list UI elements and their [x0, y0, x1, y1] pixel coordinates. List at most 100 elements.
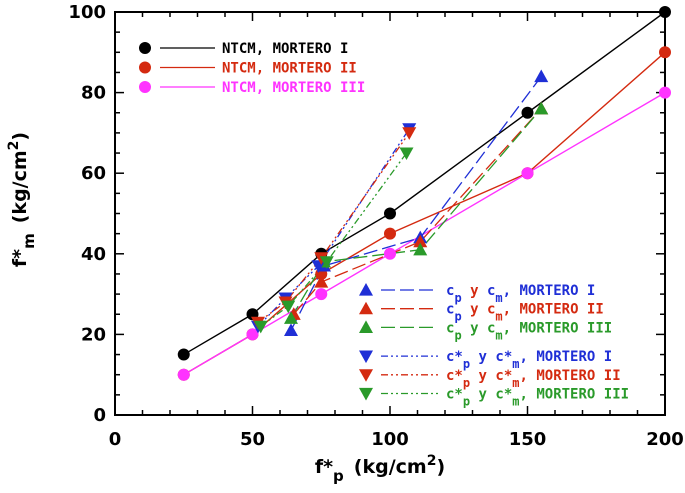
legend-label-part: p	[463, 357, 470, 371]
legend-label-part: c*	[446, 387, 463, 403]
legend-label-part: c*	[495, 368, 512, 384]
series-line-4	[290, 76, 542, 331]
series-3-point	[521, 167, 534, 180]
x-tick-label: 0	[109, 429, 122, 450]
legend-label: c*p y c*m, MORTERO II	[446, 368, 621, 390]
legend-label-part: y	[470, 368, 495, 384]
legend: NTCM, MORTERO I NTCM, MORTERO II NTCM, MOR…	[139, 41, 629, 409]
series-line-3	[183, 91, 666, 376]
legend-label-part: m	[512, 376, 519, 390]
x-label-unit: (kg/cm	[354, 456, 427, 478]
y-tick-label: 0	[93, 405, 106, 426]
legend-item: cp y cm, MORTERO I	[359, 283, 595, 305]
legend-marker	[359, 320, 373, 333]
legend-item: NTCM, MORTERO II	[139, 61, 357, 77]
series-line-9	[260, 152, 408, 327]
series-1-point	[384, 207, 396, 220]
legend-label-part: NTCM, MORTERO II	[222, 61, 357, 77]
legend-label: NTCM, MORTERO II	[222, 61, 357, 77]
legend-label-part: c*	[495, 349, 512, 365]
legend-label-part: c	[487, 283, 495, 299]
y-label-sup: 2	[6, 141, 22, 151]
y-tick-label: 40	[81, 244, 106, 265]
legend-label-part: , MORTERO III	[503, 320, 613, 336]
legend-label-part: c*	[495, 387, 512, 403]
legend-item: c*p y c*m, MORTERO I	[359, 349, 612, 371]
series-1-point	[521, 106, 534, 119]
series-9-point	[399, 147, 414, 161]
series-9-point	[281, 300, 296, 314]
legend-marker	[359, 350, 373, 364]
legend-marker	[359, 283, 373, 296]
legend-label: cp y cm, MORTERO I	[446, 283, 595, 305]
y-tick-label: 80	[81, 83, 106, 104]
series-1-point	[659, 6, 671, 18]
legend-label-part: c	[446, 283, 454, 299]
series-3-point	[177, 368, 190, 381]
series-4-point	[534, 69, 549, 83]
legend-label-part: y	[462, 302, 487, 318]
legend-label: NTCM, MORTERO III	[222, 80, 365, 96]
legend-marker	[139, 61, 151, 74]
legend-marker	[359, 301, 373, 315]
x-tick-label: 200	[646, 429, 684, 450]
y-axis-label: f*m (kg/cm2)	[6, 132, 38, 267]
x-tick-label: 100	[371, 429, 409, 450]
axis-ticks	[114, 11, 666, 416]
legend-label-part: p	[454, 328, 461, 342]
series-line-6	[290, 108, 542, 319]
series-3-point	[384, 247, 396, 260]
legend-label-part: c	[446, 320, 454, 336]
x-axis-label: f*p (kg/cm2)	[315, 453, 445, 485]
legend-group-1: NTCM, MORTERO I NTCM, MORTERO II NTCM, MOR…	[139, 41, 365, 96]
legend-label: cp y cm, MORTERO II	[446, 302, 604, 324]
series-5-point	[314, 275, 329, 288]
legend-label: cp y cm, MORTERO III	[446, 320, 612, 342]
series-9-point	[253, 320, 268, 334]
legend-label-part: y	[470, 387, 495, 403]
legend-label-part: c	[446, 302, 454, 318]
series-markers	[177, 6, 671, 381]
legend-label-part: p	[454, 310, 461, 324]
legend-item: c*p y c*m, MORTERO II	[359, 368, 621, 390]
legend-label-part: c	[487, 302, 495, 318]
legend-label-part: y	[462, 320, 487, 336]
x-tick-label: 50	[240, 429, 265, 450]
legend-label-part: , MORTERO I	[503, 283, 596, 299]
legend-label-part: p	[454, 291, 461, 305]
series-line-8	[257, 132, 410, 323]
legend-marker	[139, 42, 151, 54]
x-label-sup: 2	[427, 453, 437, 469]
x-label-sub: p	[333, 467, 344, 485]
legend-item: cp y cm, MORTERO III	[359, 320, 612, 342]
series-line-5	[293, 108, 542, 315]
legend-label-part: m	[512, 357, 519, 371]
legend-label-part: , MORTERO I	[519, 349, 612, 365]
legend-label-part: , MORTERO II	[519, 368, 620, 384]
legend-marker	[359, 387, 373, 401]
legend-label-part: m	[512, 395, 519, 409]
series-9-point	[319, 256, 334, 269]
legend-label: NTCM, MORTERO I	[222, 41, 348, 57]
legend-label-part: m	[495, 310, 502, 324]
legend-label-part: NTCM, MORTERO I	[222, 41, 348, 57]
legend-marker	[359, 369, 373, 382]
series-line-1	[183, 11, 666, 356]
x-label-base: f*	[315, 456, 333, 478]
legend-label-part: , MORTERO III	[519, 387, 629, 403]
legend-item: NTCM, MORTERO III	[139, 80, 365, 96]
series-6-point	[534, 101, 549, 115]
series-2-point	[659, 46, 671, 59]
tick-labels: 0 50 100 150 200 0 20 40 60 80 100	[68, 2, 683, 450]
legend-label-part: p	[463, 395, 470, 409]
y-label-close: )	[9, 132, 31, 141]
legend-label-part: m	[495, 291, 502, 305]
series-lines	[183, 11, 666, 376]
legend-label-part: , MORTERO II	[503, 302, 604, 318]
y-label-unit: (kg/cm	[9, 150, 31, 223]
legend-item: c*p y c*m, MORTERO III	[359, 387, 629, 409]
legend-label-part: c	[487, 320, 495, 336]
legend-label-part: y	[470, 349, 495, 365]
